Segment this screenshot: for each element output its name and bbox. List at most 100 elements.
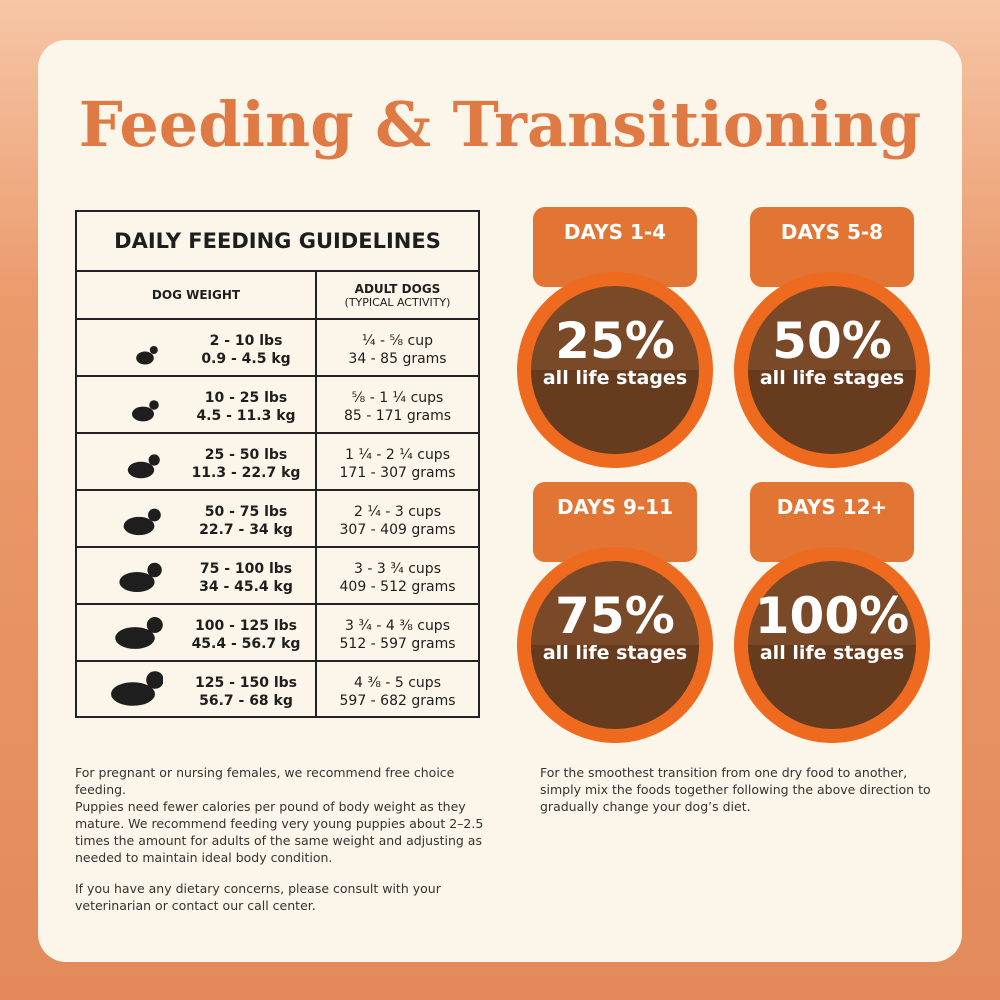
dog-icon — [136, 346, 158, 365]
dog-body — [127, 461, 155, 479]
weight-lbs: 75 - 100 lbs — [199, 561, 293, 577]
cups: ⅝ - 1 ¼ cups — [351, 390, 444, 406]
cups: 1 ¼ - 2 ¼ cups — [344, 447, 450, 463]
table-title: DAILY FEEDING GUIDELINES — [77, 212, 478, 272]
note-left: For pregnant or nursing females, we reco… — [75, 765, 455, 797]
dog-head — [149, 346, 158, 354]
dog-icon — [115, 617, 163, 649]
kibble-shade — [748, 370, 916, 454]
dog-body — [115, 627, 155, 649]
grams: 409 - 512 grams — [339, 579, 456, 595]
table-row: 75 - 100 lbs 34 - 45.4 kg 3 - 3 ¾ cups 409 … — [77, 548, 478, 605]
dog-body — [123, 516, 155, 536]
weight-cell: 75 - 100 lbs 34 - 45.4 kg — [177, 560, 315, 596]
stage-label: all life stages — [760, 367, 904, 389]
day-tab — [750, 207, 914, 287]
weight-kg: 56.7 - 68 kg — [199, 693, 293, 709]
percent: 50% — [772, 312, 892, 370]
weight-cell: 125 - 150 lbs 56.7 - 68 kg — [177, 674, 315, 710]
percent: 25% — [555, 312, 675, 370]
dog-icon — [119, 562, 162, 593]
stage-label: all life stages — [543, 642, 687, 664]
cups: 4 ⅜ - 5 cups — [354, 675, 441, 691]
table-row: 50 - 75 lbs 22.7 - 34 kg 2 ¼ - 3 cups 307 -… — [77, 491, 478, 548]
kibble-shade — [748, 645, 916, 729]
percent: 100% — [755, 587, 909, 645]
day-label: DAYS 12+ — [777, 495, 888, 519]
dog-icon — [127, 454, 160, 479]
amount-cell: 4 ⅜ - 5 cups 597 - 682 grams — [315, 674, 480, 710]
note-left: Puppies need fewer calories per pound of… — [75, 799, 484, 865]
header-sub: (TYPICAL ACTIVITY) — [344, 295, 451, 309]
amount-cell: 3 ¾ - 4 ⅜ cups 512 - 597 grams — [315, 617, 480, 653]
dog-head — [148, 454, 160, 466]
cups: 2 ¼ - 3 cups — [354, 504, 441, 520]
kibble-shade — [531, 370, 699, 454]
note-right: For the smoothest transition from one dr… — [540, 765, 931, 814]
weight-cell: 25 - 50 lbs 11.3 - 22.7 kg — [177, 446, 315, 482]
weight-lbs: 10 - 25 lbs — [204, 390, 288, 406]
weight-lbs: 100 - 125 lbs — [194, 618, 298, 634]
amount-cell: 1 ¼ - 2 ¼ cups 171 - 307 grams — [315, 446, 480, 482]
divider — [315, 272, 317, 718]
weight-kg: 45.4 - 56.7 kg — [191, 636, 301, 652]
grams: 171 - 307 grams — [339, 465, 456, 481]
cups: 3 - 3 ¾ cups — [354, 561, 441, 577]
dog-body — [136, 351, 154, 365]
header-cell: ADULT DOGS (TYPICAL ACTIVITY) — [315, 272, 480, 320]
day-label: DAYS 5-8 — [781, 220, 883, 244]
weight-kg: 4.5 - 11.3 kg — [196, 408, 296, 424]
dog-head — [149, 400, 159, 410]
stage-label: all life stages — [543, 367, 687, 389]
grams: 597 - 682 grams — [339, 693, 456, 709]
dog-head — [146, 671, 163, 689]
dog-body — [132, 406, 154, 422]
day-tab — [533, 482, 697, 562]
stage-label: all life stages — [760, 642, 904, 664]
weight-lbs: 50 - 75 lbs — [204, 504, 288, 520]
cups: ¼ - ⅝ cup — [362, 333, 433, 349]
grams: 34 - 85 grams — [348, 351, 447, 367]
dog-icon — [132, 400, 159, 422]
weight-lbs: 2 - 10 lbs — [209, 333, 283, 349]
weight-lbs: 25 - 50 lbs — [204, 447, 288, 463]
dog-body — [119, 571, 155, 593]
grams: 85 - 171 grams — [343, 408, 452, 424]
weight-kg: 22.7 - 34 kg — [199, 522, 293, 538]
table-row: 2 - 10 lbs 0.9 - 4.5 kg ¼ - ⅝ cup 34 - 85 g… — [77, 320, 478, 377]
weight-lbs: 125 - 150 lbs — [194, 675, 298, 691]
amount-cell: ⅝ - 1 ¼ cups 85 - 171 grams — [315, 389, 480, 425]
table-row: 125 - 150 lbs 56.7 - 68 kg 4 ⅜ - 5 cups 597… — [77, 662, 478, 719]
dog-icon — [123, 508, 161, 536]
header: ADULT DOGS — [354, 281, 441, 296]
dog-icon — [111, 671, 163, 706]
day-tab — [533, 207, 697, 287]
dog-head — [146, 617, 163, 633]
note-left: If you have any dietary concerns, please… — [75, 881, 441, 913]
dog-head — [147, 562, 162, 578]
cups: 3 ¾ - 4 ⅜ cups — [344, 618, 450, 634]
day-tab — [750, 482, 914, 562]
amount-cell: 3 - 3 ¾ cups 409 - 512 grams — [315, 560, 480, 596]
header-cell: DOG WEIGHT — [77, 272, 315, 320]
weight-cell: 2 - 10 lbs 0.9 - 4.5 kg — [177, 332, 315, 368]
weight-kg: 34 - 45.4 kg — [199, 579, 293, 595]
amount-cell: ¼ - ⅝ cup 34 - 85 grams — [315, 332, 480, 368]
table-row: 10 - 25 lbs 4.5 - 11.3 kg ⅝ - 1 ¼ cups 85 -… — [77, 377, 478, 434]
percent: 75% — [555, 587, 675, 645]
day-label: DAYS 9-11 — [557, 495, 673, 519]
day-label: DAYS 1-4 — [564, 220, 666, 244]
kibble-shade — [531, 645, 699, 729]
grams: 512 - 597 grams — [339, 636, 456, 652]
weight-kg: 0.9 - 4.5 kg — [201, 351, 291, 367]
dog-body — [111, 682, 155, 706]
weight-cell: 100 - 125 lbs 45.4 - 56.7 kg — [177, 617, 315, 653]
feeding-table: DAILY FEEDING GUIDELINES DOG WEIGHT ADUL… — [75, 210, 480, 718]
grams: 307 - 409 grams — [339, 522, 456, 538]
table-row: 100 - 125 lbs 45.4 - 56.7 kg 3 ¾ - 4 ⅜ cup… — [77, 605, 478, 662]
weight-cell: 50 - 75 lbs 22.7 - 34 kg — [177, 503, 315, 539]
dog-head — [148, 508, 161, 522]
title: Feeding & Transitioning — [78, 88, 922, 161]
